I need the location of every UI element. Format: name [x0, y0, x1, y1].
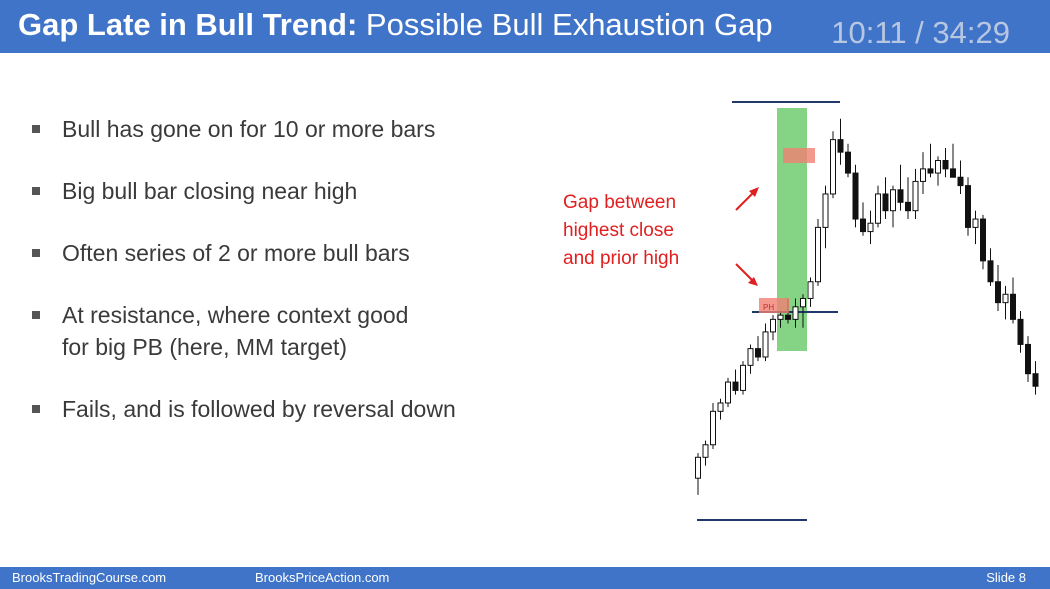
bullet-square-icon — [32, 311, 40, 319]
slide-title: Gap Late in Bull Trend: Possible Bull Ex… — [18, 6, 773, 44]
bull-candle — [717, 402, 724, 412]
bullet-item: Often series of 2 or more bull bars — [30, 237, 550, 269]
bull-candle — [777, 314, 784, 320]
title-bar: Gap Late in Bull Trend: Possible Bull Ex… — [0, 0, 1050, 53]
bull-candle — [747, 348, 754, 366]
bullet-item: Fails, and is followed by reversal down — [30, 393, 550, 425]
bullet-text-cont: for big PB (here, MM target) — [62, 334, 348, 360]
arrow-down-icon — [735, 263, 758, 286]
footer-bar: BrooksTradingCourse.com BrooksPriceActio… — [0, 567, 1050, 589]
bear-candle — [927, 168, 934, 174]
bear-candle — [852, 172, 859, 220]
slide-title-rest: Possible Bull Exhaustion Gap — [357, 7, 773, 42]
prior-high-label: PH — [763, 303, 774, 312]
bullet-item: At resistance, where context good for big… — [30, 299, 550, 363]
slide-title-bold: Gap Late in Bull Trend: — [18, 7, 358, 42]
bear-candle — [1032, 373, 1039, 387]
bear-candle — [860, 218, 866, 233]
bear-candle — [755, 348, 761, 358]
bull-candle — [792, 306, 799, 320]
candlestick-chart: PH — [695, 101, 1039, 521]
bull-candle — [710, 410, 716, 446]
bullet-text: Bull has gone on for 10 or more bars — [62, 116, 436, 142]
bear-candle — [980, 218, 986, 262]
bull-candle — [815, 226, 821, 283]
bullet-square-icon — [32, 249, 40, 257]
bull-candle — [762, 331, 769, 358]
gap-box-lower — [759, 298, 789, 313]
bull-candle — [800, 297, 806, 308]
bear-candle — [1010, 293, 1016, 320]
annotation-line: Gap between — [563, 192, 677, 213]
footer-link-trading-course: BrooksTradingCourse.com — [12, 570, 167, 585]
bullet-item: Bull has gone on for 10 or more bars — [30, 113, 550, 145]
bear-candle — [837, 139, 844, 153]
bear-candle — [785, 314, 791, 320]
bullet-text: At resistance, where context good — [62, 302, 409, 328]
bull-candle — [1002, 293, 1009, 304]
bear-candle — [957, 176, 964, 187]
bull-candle — [972, 218, 979, 228]
bull-candle — [702, 444, 709, 458]
bullet-square-icon — [32, 187, 40, 195]
bear-candle — [995, 281, 1001, 304]
bull-candle — [830, 139, 836, 195]
bear-candle — [905, 201, 911, 212]
bull-candle — [920, 168, 926, 182]
bear-candle — [1017, 318, 1024, 345]
bull-candle — [890, 189, 896, 212]
bullet-text: Often series of 2 or more bull bars — [62, 240, 410, 266]
bull-candle — [867, 222, 874, 233]
bullet-text: Fails, and is followed by reversal down — [62, 396, 456, 422]
gap-annotation: Gap between highest close and prior high — [563, 189, 723, 273]
bull-candle — [822, 193, 829, 228]
bear-candle — [987, 260, 994, 283]
bull-candle — [725, 381, 731, 404]
bear-candle — [950, 168, 956, 178]
video-timer: 10:11 / 34:29 — [831, 15, 1010, 50]
gap-box-upper — [783, 148, 815, 163]
bull-candle — [912, 180, 919, 212]
bear-candle — [965, 185, 971, 228]
bullet-square-icon — [32, 405, 40, 413]
annotation-line: and prior high — [563, 248, 680, 269]
bullet-square-icon — [32, 125, 40, 133]
bull-candle — [807, 281, 814, 299]
slide-number: Slide 8 — [986, 570, 1026, 585]
footer-link-price-action: BrooksPriceAction.com — [255, 570, 390, 585]
bullet-text: Big bull bar closing near high — [62, 178, 358, 204]
bear-candle — [732, 381, 739, 391]
bear-candle — [845, 151, 851, 174]
candles-group — [695, 118, 1039, 495]
bull-candle — [935, 160, 941, 174]
bullet-item: Big bull bar closing near high — [30, 175, 550, 207]
bear-candle — [1025, 343, 1031, 375]
arrow-up-icon — [735, 187, 759, 211]
bull-candle — [695, 456, 701, 479]
annotation-line: highest close — [563, 220, 674, 241]
bull-candle — [875, 193, 881, 224]
bear-candle — [942, 160, 949, 170]
bear-candle — [897, 189, 904, 203]
bull-candle — [740, 364, 746, 391]
bear-candle — [882, 193, 889, 212]
bull-candle — [770, 318, 776, 333]
bullet-list: Bull has gone on for 10 or more bars Big… — [30, 113, 550, 455]
